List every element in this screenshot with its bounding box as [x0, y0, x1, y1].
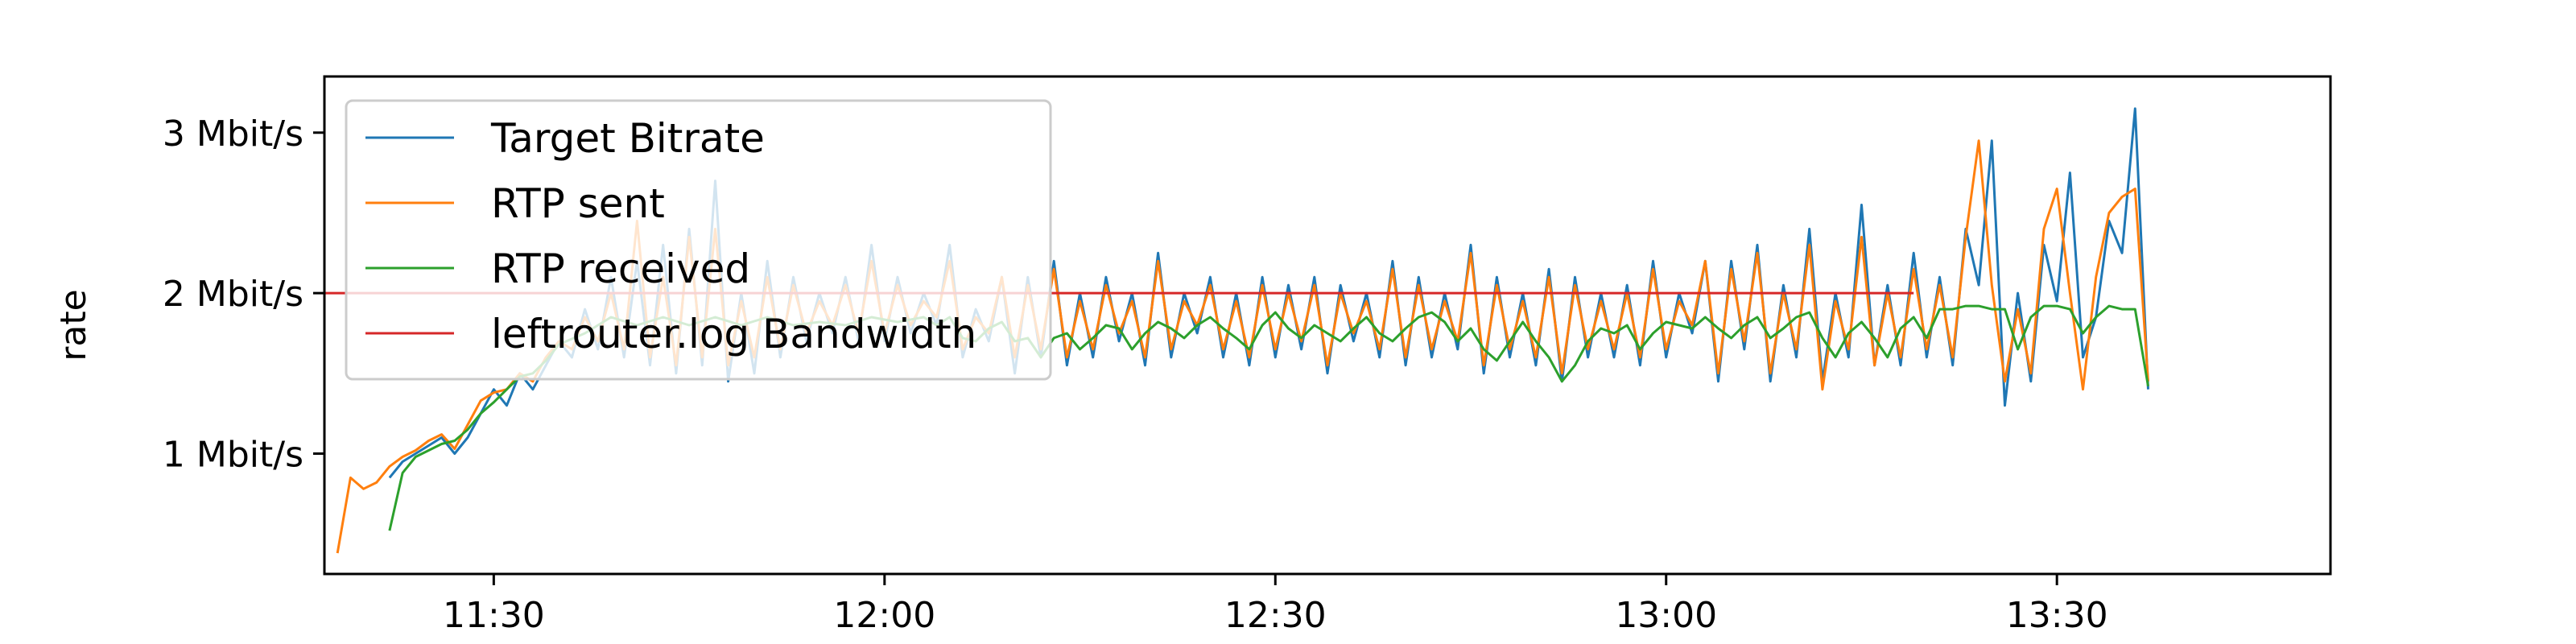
y-axis: 1 Mbit/s 2 Mbit/s 3 Mbit/s [163, 114, 324, 475]
x-tick-label-1: 11:30 [443, 595, 545, 636]
y-tick-label-1: 1 Mbit/s [163, 434, 303, 475]
legend-box [345, 99, 1052, 381]
y-tick-label-2: 2 Mbit/s [163, 274, 303, 315]
legend: Target Bitrate RTP sent RTP received leftro… [345, 99, 1052, 381]
legend-label-1: Target Bitrate [490, 115, 765, 162]
y-axis-label: rate [53, 289, 94, 361]
y-tick-label-3: 3 Mbit/s [163, 114, 303, 155]
legend-label-2: RTP sent [491, 180, 665, 227]
legend-label-3: RTP received [491, 246, 750, 292]
x-tick-label-4: 13:00 [1615, 595, 1717, 636]
x-tick-label-5: 13:30 [2006, 595, 2108, 636]
legend-label-4: leftrouter.log Bandwidth [491, 311, 976, 357]
x-tick-label-3: 12:30 [1224, 595, 1327, 636]
x-tick-label-2: 12:00 [833, 595, 935, 636]
plot-area-frame [323, 75, 2332, 576]
x-axis: 11:30 12:00 12:30 13:00 13:30 [443, 574, 2108, 636]
